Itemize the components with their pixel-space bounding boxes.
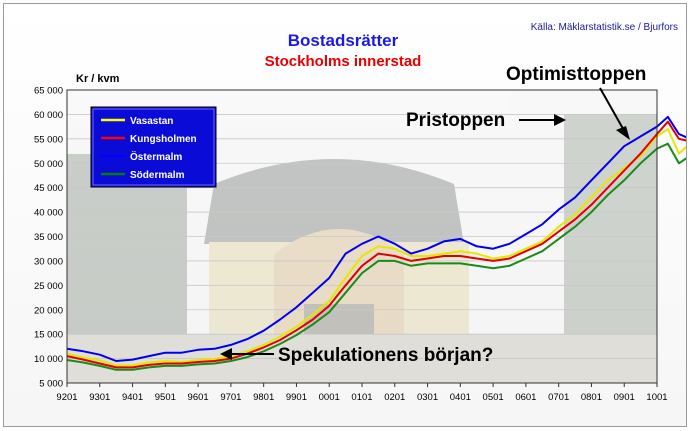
x-tick-label: 9701 [220, 392, 241, 403]
y-axis-label: Kr / kvm [76, 73, 120, 85]
x-tick-label: 1001 [646, 392, 667, 403]
y-tick-label: 40 000 [34, 208, 63, 219]
y-tick-labels: 5 000 10 000 15 000 20 000 25 000 30 000 35 00… [34, 86, 63, 390]
series-line-vasastan [66, 128, 690, 367]
x-tick-label: 0701 [548, 392, 569, 403]
chart-frame: Bostadsrätter Stockholms innerstad Källa… [3, 3, 690, 427]
optimist-arrow [599, 87, 627, 135]
x-tick-label: 0501 [483, 392, 504, 403]
x-tick-label: 0401 [450, 392, 471, 403]
chart-subtitle: Stockholms innerstad [265, 53, 422, 70]
series-lines [66, 115, 690, 371]
x-tick-label: 9301 [89, 392, 110, 403]
x-tick-label: 9801 [253, 392, 274, 403]
y-tick-label: 25 000 [34, 281, 63, 292]
x-tick-label: 9201 [56, 392, 77, 403]
annotation-pristoppen: Pristoppen [406, 110, 505, 131]
y-tick-label: 60 000 [34, 110, 63, 121]
optimist-arrowhead [616, 126, 630, 140]
legend-label: Kungsholmen [130, 134, 197, 145]
chart-title: Bostadsrätter [288, 31, 399, 50]
y-tick-label: 5 000 [39, 379, 63, 390]
legend-label: Östermalm [130, 150, 182, 163]
y-tick-label: 35 000 [34, 232, 63, 243]
x-tick-label: 0901 [614, 392, 635, 403]
annotation-optimisttoppen: Optimisttoppen [506, 64, 646, 85]
x-tick-label: 9601 [188, 392, 209, 403]
legend-label: Vasastan [130, 116, 173, 127]
y-tick-label: 45 000 [34, 183, 63, 194]
plot-border [66, 89, 658, 384]
annotation-spekulationens: Spekulationens början? [278, 345, 493, 366]
chart-svg: Bostadsrätter Stockholms innerstad Källa… [34, 22, 690, 403]
x-tick-labels: 9201 9301 9401 9501 9601 9701 9801 9901 0001 0101… [56, 383, 668, 403]
source-credit: Källa: Mäklarstatistik.se / Bjurfors [531, 22, 678, 33]
y-tick-label: 50 000 [34, 159, 63, 170]
y-tick-label: 10 000 [34, 354, 63, 365]
x-tick-label: 0301 [417, 392, 438, 403]
x-tick-label: 0001 [319, 392, 340, 403]
y-tick-label: 15 000 [34, 330, 63, 341]
x-tick-label: 0101 [351, 392, 372, 403]
series-line-sodermalm [66, 142, 690, 371]
x-tick-label: 0201 [384, 392, 405, 403]
x-tick-label: 0801 [581, 392, 602, 403]
y-tick-label: 20 000 [34, 305, 63, 316]
x-tick-label: 9401 [122, 392, 143, 403]
y-tick-label: 30 000 [34, 256, 63, 267]
x-tick-label: 0601 [515, 392, 536, 403]
x-tick-label: 9901 [286, 392, 307, 403]
legend-label: Södermalm [130, 170, 185, 181]
legend: Vasastan Kungsholmen Östermalm Södermalm [90, 106, 217, 188]
series-line-kungsholmen [66, 120, 690, 369]
x-tick-label: 9501 [155, 392, 176, 403]
series-line-ostermalm [66, 115, 690, 362]
y-tick-label: 55 000 [34, 134, 63, 145]
y-tick-label: 65 000 [34, 86, 63, 97]
pris-arrowhead [554, 114, 566, 126]
spek-arrowhead [220, 348, 232, 360]
